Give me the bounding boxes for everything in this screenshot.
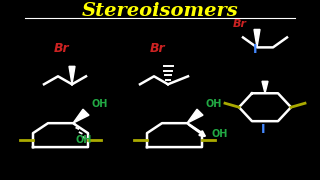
Text: Stereoisomers: Stereoisomers	[82, 3, 238, 21]
Polygon shape	[187, 109, 203, 123]
Polygon shape	[73, 109, 89, 123]
Polygon shape	[69, 66, 75, 84]
Text: OH: OH	[205, 99, 221, 109]
Text: Br: Br	[54, 42, 70, 55]
Text: Br: Br	[150, 42, 166, 55]
Text: OH: OH	[76, 135, 92, 145]
Text: OH: OH	[211, 129, 228, 139]
Text: I: I	[253, 43, 258, 56]
Polygon shape	[254, 30, 260, 47]
Polygon shape	[262, 81, 268, 93]
Text: Br: Br	[233, 19, 247, 30]
Text: I: I	[261, 123, 266, 136]
Text: OH: OH	[91, 99, 108, 109]
